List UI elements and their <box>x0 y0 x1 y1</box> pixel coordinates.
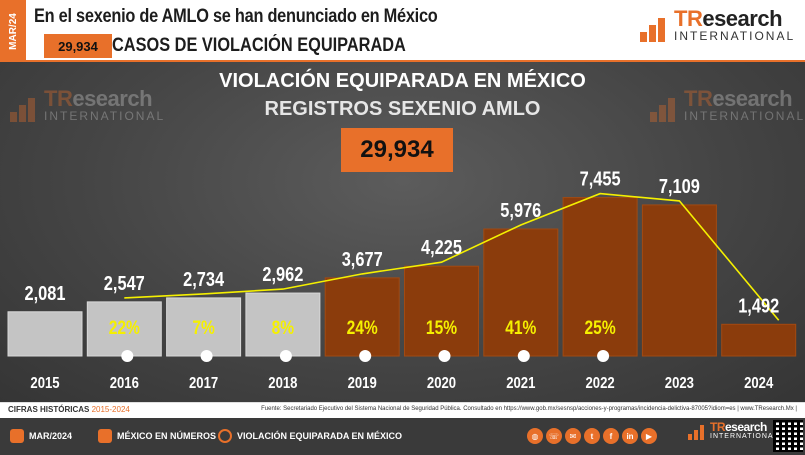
footer-topic: VIOLACIÓN EQUIPARADA EN MÉXICO <box>218 429 402 443</box>
globe-icon[interactable]: ◍ <box>527 428 543 444</box>
watermark-logo-left: TResearch INTERNATIONAL <box>10 88 165 122</box>
logo-bars-icon <box>640 14 670 42</box>
bar-2022 <box>562 197 638 357</box>
value-label-2024: 1,492 <box>738 294 779 317</box>
value-label-2016: 2,547 <box>104 271 145 294</box>
total-badge: 29,934 <box>44 34 112 58</box>
footer-logo: TResearch INTERNATIONAL <box>688 421 779 440</box>
growth-label-2021: 41% <box>505 317 536 339</box>
headline: En el sexenio de AMLO se han denunciado … <box>34 6 438 27</box>
linkedin-icon[interactable]: in <box>622 428 638 444</box>
x-tick-2023: 2023 <box>665 375 694 392</box>
x-tick-2016: 2016 <box>110 375 139 392</box>
map-pin-icon <box>98 429 112 443</box>
x-tick-2022: 2022 <box>586 375 615 392</box>
logo-brand: TResearch <box>674 6 783 31</box>
value-label-2023: 7,109 <box>659 174 700 197</box>
value-label-2020: 4,225 <box>421 236 462 259</box>
value-label-2018: 2,962 <box>262 262 303 285</box>
value-label-2015: 2,081 <box>25 281 66 304</box>
growth-marker-2022 <box>597 350 610 362</box>
value-label-2017: 2,734 <box>183 267 225 290</box>
value-label-2021: 5,976 <box>500 198 541 221</box>
mail-icon[interactable]: ✉ <box>565 428 581 444</box>
bar-2016 <box>86 301 162 357</box>
facebook-icon[interactable]: f <box>603 428 619 444</box>
growth-label-2016: 22% <box>109 317 140 339</box>
bar-2020 <box>404 265 479 357</box>
x-tick-2017: 2017 <box>189 375 218 392</box>
bar-2019 <box>324 277 400 357</box>
growth-label-2019: 24% <box>347 317 378 339</box>
growth-label-2020: 15% <box>426 317 457 339</box>
x-tick-2021: 2021 <box>506 375 535 392</box>
date-tab: MAR/24 <box>0 0 26 62</box>
growth-label-2022: 25% <box>585 317 616 339</box>
header: MAR/24 En el sexenio de AMLO se han denu… <box>0 0 805 62</box>
value-label-2022: 7,455 <box>580 167 621 190</box>
phone-icon[interactable]: ☏ <box>546 428 562 444</box>
bar-2021 <box>483 228 559 357</box>
footer-logo-bars-icon <box>688 424 706 440</box>
cifras-label: CIFRAS HISTÓRICAS 2015-2024 <box>8 405 130 414</box>
x-tick-2015: 2015 <box>30 375 59 392</box>
growth-marker-2020 <box>438 350 451 362</box>
youtube-icon[interactable]: ▶ <box>641 428 657 444</box>
subheadline: CASOS DE VIOLACIÓN EQUIPARADA <box>112 35 406 56</box>
value-label-2019: 3,677 <box>342 247 383 270</box>
chart-title: VIOLACIÓN EQUIPARADA EN MÉXICO <box>219 70 586 92</box>
bottom-bar: MAR/2024 MÉXICO EN NÚMEROS VIOLACIÓN EQU… <box>0 418 805 455</box>
logo-sub: INTERNATIONAL <box>674 29 796 43</box>
growth-marker-2017 <box>200 350 213 362</box>
watermark-bars-icon <box>650 94 680 122</box>
bar-2024 <box>721 323 797 357</box>
bar-2017 <box>166 297 242 357</box>
footer-strip: CIFRAS HISTÓRICAS 2015-2024 Fuente: Secr… <box>0 402 805 419</box>
x-tick-2020: 2020 <box>427 375 456 392</box>
growth-marker-2016 <box>121 350 134 362</box>
fingerprint-icon <box>218 429 232 443</box>
chart-subtitle: REGISTROS SEXENIO AMLO <box>264 98 541 120</box>
tresearch-logo: TResearch INTERNATIONAL <box>640 8 795 42</box>
growth-label-2017: 7% <box>192 317 215 339</box>
bar-2018 <box>245 292 321 357</box>
social-links: ◍ ☏ ✉ t f in ▶ <box>527 428 660 444</box>
calendar-icon <box>10 429 24 443</box>
header-divider <box>26 60 805 62</box>
x-tick-2019: 2019 <box>348 375 377 392</box>
x-tick-2024: 2024 <box>744 375 774 392</box>
watermark-logo-right: TResearch INTERNATIONAL <box>650 88 805 122</box>
watermark-bars-icon <box>10 94 40 122</box>
growth-label-2018: 8% <box>272 317 295 339</box>
bar-2023 <box>641 204 717 357</box>
source-note: Fuente: Secretariado Ejecutivo del Siste… <box>261 406 797 412</box>
qr-code-icon[interactable] <box>773 420 803 452</box>
twitter-icon[interactable]: t <box>584 428 600 444</box>
bar-2015 <box>7 311 83 357</box>
trend-line <box>124 192 780 321</box>
chart-total-box: 29,934 <box>341 128 453 172</box>
growth-marker-2019 <box>359 350 372 362</box>
bar-chart: 2,081 2015 2,547 2016 22% 2,734 2017 7% 2,962 201… <box>7 167 797 392</box>
growth-marker-2021 <box>517 350 530 362</box>
footer-date: MAR/2024 <box>10 429 72 443</box>
growth-marker-2018 <box>279 350 292 362</box>
footer-mexico-en-numeros[interactable]: MÉXICO EN NÚMEROS <box>98 429 216 443</box>
x-tick-2018: 2018 <box>268 375 297 392</box>
